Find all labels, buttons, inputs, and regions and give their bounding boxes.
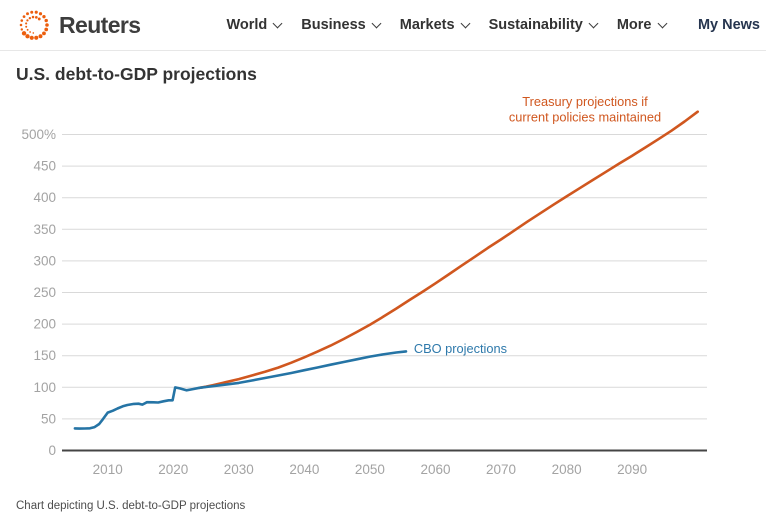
chevron-down-icon — [588, 18, 599, 29]
x-tick-label: 2030 — [224, 462, 254, 477]
treasury-projection-line — [198, 110, 700, 390]
x-tick-label: 2010 — [93, 462, 123, 477]
logo-dot — [44, 18, 48, 23]
y-tick-label: 300 — [33, 253, 56, 268]
y-tick-label: 350 — [33, 222, 56, 237]
logo-dot — [26, 28, 29, 31]
logo-dot — [20, 28, 23, 31]
nav-item-business[interactable]: Business — [301, 17, 382, 33]
nav-item-markets[interactable]: Markets — [399, 17, 471, 33]
logo-dot — [28, 16, 32, 20]
y-tick-label: 450 — [33, 159, 56, 174]
my-news-link[interactable]: My News — [697, 17, 760, 33]
chart-caption: Chart depicting U.S. debt-to-GDP project… — [16, 500, 246, 512]
logo-dot — [29, 35, 34, 40]
y-tick-label: 0 — [48, 443, 56, 458]
cbo-annotation: CBO projections — [414, 341, 507, 356]
nav-item-world[interactable]: World — [226, 17, 283, 33]
chevron-down-icon — [371, 18, 382, 29]
logo-dot — [20, 19, 24, 22]
logo-dot — [31, 15, 35, 19]
logo-dot — [45, 23, 49, 27]
chevron-down-icon — [460, 18, 471, 29]
y-tick-label: 150 — [33, 348, 56, 363]
reuters-wordmark: Reuters — [59, 11, 141, 38]
top-navigation-bar: Reuters World Business Markets Sustainab… — [0, 0, 766, 51]
logo-dot — [34, 35, 39, 40]
nav-item-label: Sustainability — [488, 17, 583, 33]
logo-dot — [42, 14, 46, 19]
x-tick-label: 2050 — [355, 462, 385, 477]
nav-item-sustainability[interactable]: Sustainability — [488, 17, 599, 33]
nav-item-label: More — [616, 17, 652, 33]
logo-dot — [44, 27, 49, 32]
treasury-annotation: current policies maintained — [509, 110, 661, 125]
x-tick-label: 2020 — [158, 462, 188, 477]
y-tick-label: 200 — [33, 317, 56, 332]
debt-to-gdp-chart: 0 50 100 150 200 250 300 350 400 450 500% 2010 2020 2… — [0, 90, 766, 490]
y-tick-label: 400 — [33, 190, 56, 205]
chevron-down-icon — [272, 18, 283, 29]
logo-dot — [25, 25, 28, 28]
reuters-logo[interactable]: Reuters — [16, 5, 141, 45]
y-tick-label: 250 — [33, 285, 56, 300]
y-tick-label: 50 — [41, 411, 56, 426]
logo-dot — [21, 31, 27, 36]
nav-item-more[interactable]: More — [616, 17, 667, 33]
chevron-down-icon — [657, 18, 667, 29]
logo-dot — [22, 15, 26, 19]
logo-dot — [25, 22, 28, 25]
x-tick-label: 2070 — [486, 462, 516, 477]
logo-dot — [34, 10, 38, 14]
cbo-projection-line — [73, 350, 408, 430]
logo-dot — [38, 12, 43, 16]
logo-dot — [19, 23, 23, 27]
logo-dot — [38, 34, 43, 39]
treasury-annotation: Treasury projections if — [522, 94, 648, 109]
x-tick-label: 2060 — [420, 462, 450, 477]
logo-dot — [26, 19, 29, 22]
nav-item-label: World — [226, 17, 268, 33]
page-title: U.S. debt-to-GDP projections — [16, 64, 257, 84]
reuters-dotted-circle-icon — [19, 10, 49, 40]
logo-dot — [30, 10, 34, 14]
x-tick-label: 2040 — [289, 462, 319, 477]
nav-item-label: Markets — [399, 17, 455, 33]
main-nav: World Business Markets Sustainability Mo… — [226, 17, 667, 33]
nav-item-label: Business — [301, 17, 366, 33]
y-tick-label: 100 — [33, 380, 56, 395]
logo-dot — [42, 31, 46, 36]
logo-dot — [29, 31, 31, 33]
logo-dot — [37, 17, 41, 21]
logo-dot — [32, 32, 35, 34]
y-tick-label: 500% — [21, 127, 56, 142]
x-tick-label: 2090 — [617, 462, 647, 477]
logo-dot — [25, 34, 30, 39]
logo-dot — [26, 12, 29, 16]
x-tick-label: 2080 — [552, 462, 582, 477]
logo-dot — [35, 16, 38, 19]
chart-canvas: 0 50 100 150 200 250 300 350 400 450 500% 2010 2020 2… — [21, 94, 707, 477]
